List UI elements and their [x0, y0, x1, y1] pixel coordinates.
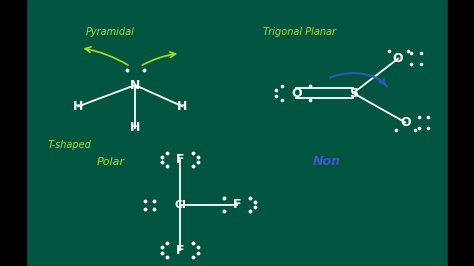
- Text: F: F: [176, 244, 184, 256]
- Text: Non: Non: [313, 155, 341, 168]
- Text: H: H: [73, 100, 83, 113]
- Text: Polar: Polar: [97, 157, 125, 167]
- Text: H: H: [177, 100, 188, 113]
- Text: Pyramidal: Pyramidal: [85, 27, 134, 37]
- Text: O: O: [400, 116, 410, 129]
- Bar: [448, 0, 474, 266]
- Bar: [0, 0, 26, 266]
- Text: S: S: [349, 87, 357, 99]
- Text: T-shaped: T-shaped: [47, 140, 91, 150]
- Text: Trigonal Planar: Trigonal Planar: [263, 27, 336, 37]
- Text: O: O: [393, 52, 403, 65]
- Text: Cl: Cl: [174, 200, 186, 210]
- Text: H: H: [130, 121, 140, 134]
- Text: F: F: [233, 198, 241, 211]
- Text: N: N: [130, 79, 140, 92]
- Text: O: O: [291, 87, 301, 99]
- Text: F: F: [176, 153, 184, 166]
